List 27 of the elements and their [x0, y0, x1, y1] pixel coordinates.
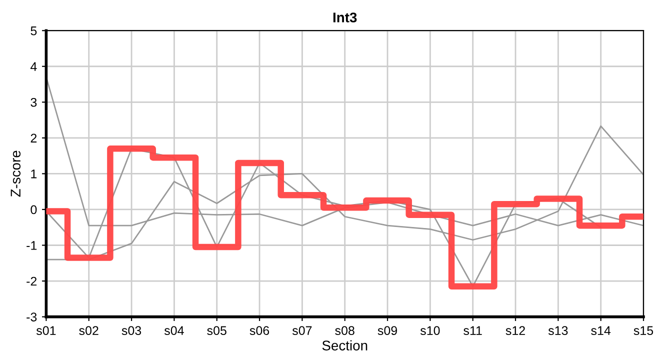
x-tick-label: s04	[164, 326, 184, 336]
y-tick-label: -1	[26, 241, 37, 250]
x-tick-label: s11	[464, 326, 482, 336]
y-tick-label: 0	[30, 205, 37, 214]
x-axis-title: Section	[322, 340, 368, 350]
x-tick-label: s15	[634, 326, 654, 336]
y-tick-label: -2	[26, 276, 37, 286]
x-tick-label: s07	[292, 326, 312, 336]
y-tick-label: 4	[30, 62, 37, 71]
y-tick-label: 2	[30, 134, 37, 142]
x-tick-label: s14	[591, 326, 611, 336]
x-tick-label: s10	[420, 326, 440, 336]
x-tick-label: s06	[250, 326, 270, 336]
x-tick-label: s09	[378, 326, 397, 336]
x-tick-label: s13	[548, 326, 568, 336]
x-tick-label: s03	[122, 326, 142, 336]
y-tick-label: 3	[30, 98, 37, 107]
y-tick-label: 1	[31, 170, 37, 178]
x-tick-label: s12	[506, 326, 525, 336]
y-tick-label: 5	[30, 26, 37, 36]
chart-title: Int3	[333, 12, 357, 22]
x-tick-label: s05	[207, 326, 226, 336]
x-tick-label: s08	[335, 326, 354, 336]
y-axis-title: Z-score	[10, 150, 21, 197]
x-tick-label: s02	[79, 326, 98, 336]
y-tick-label: -3	[26, 312, 37, 322]
x-tick-label: s01	[36, 326, 56, 336]
